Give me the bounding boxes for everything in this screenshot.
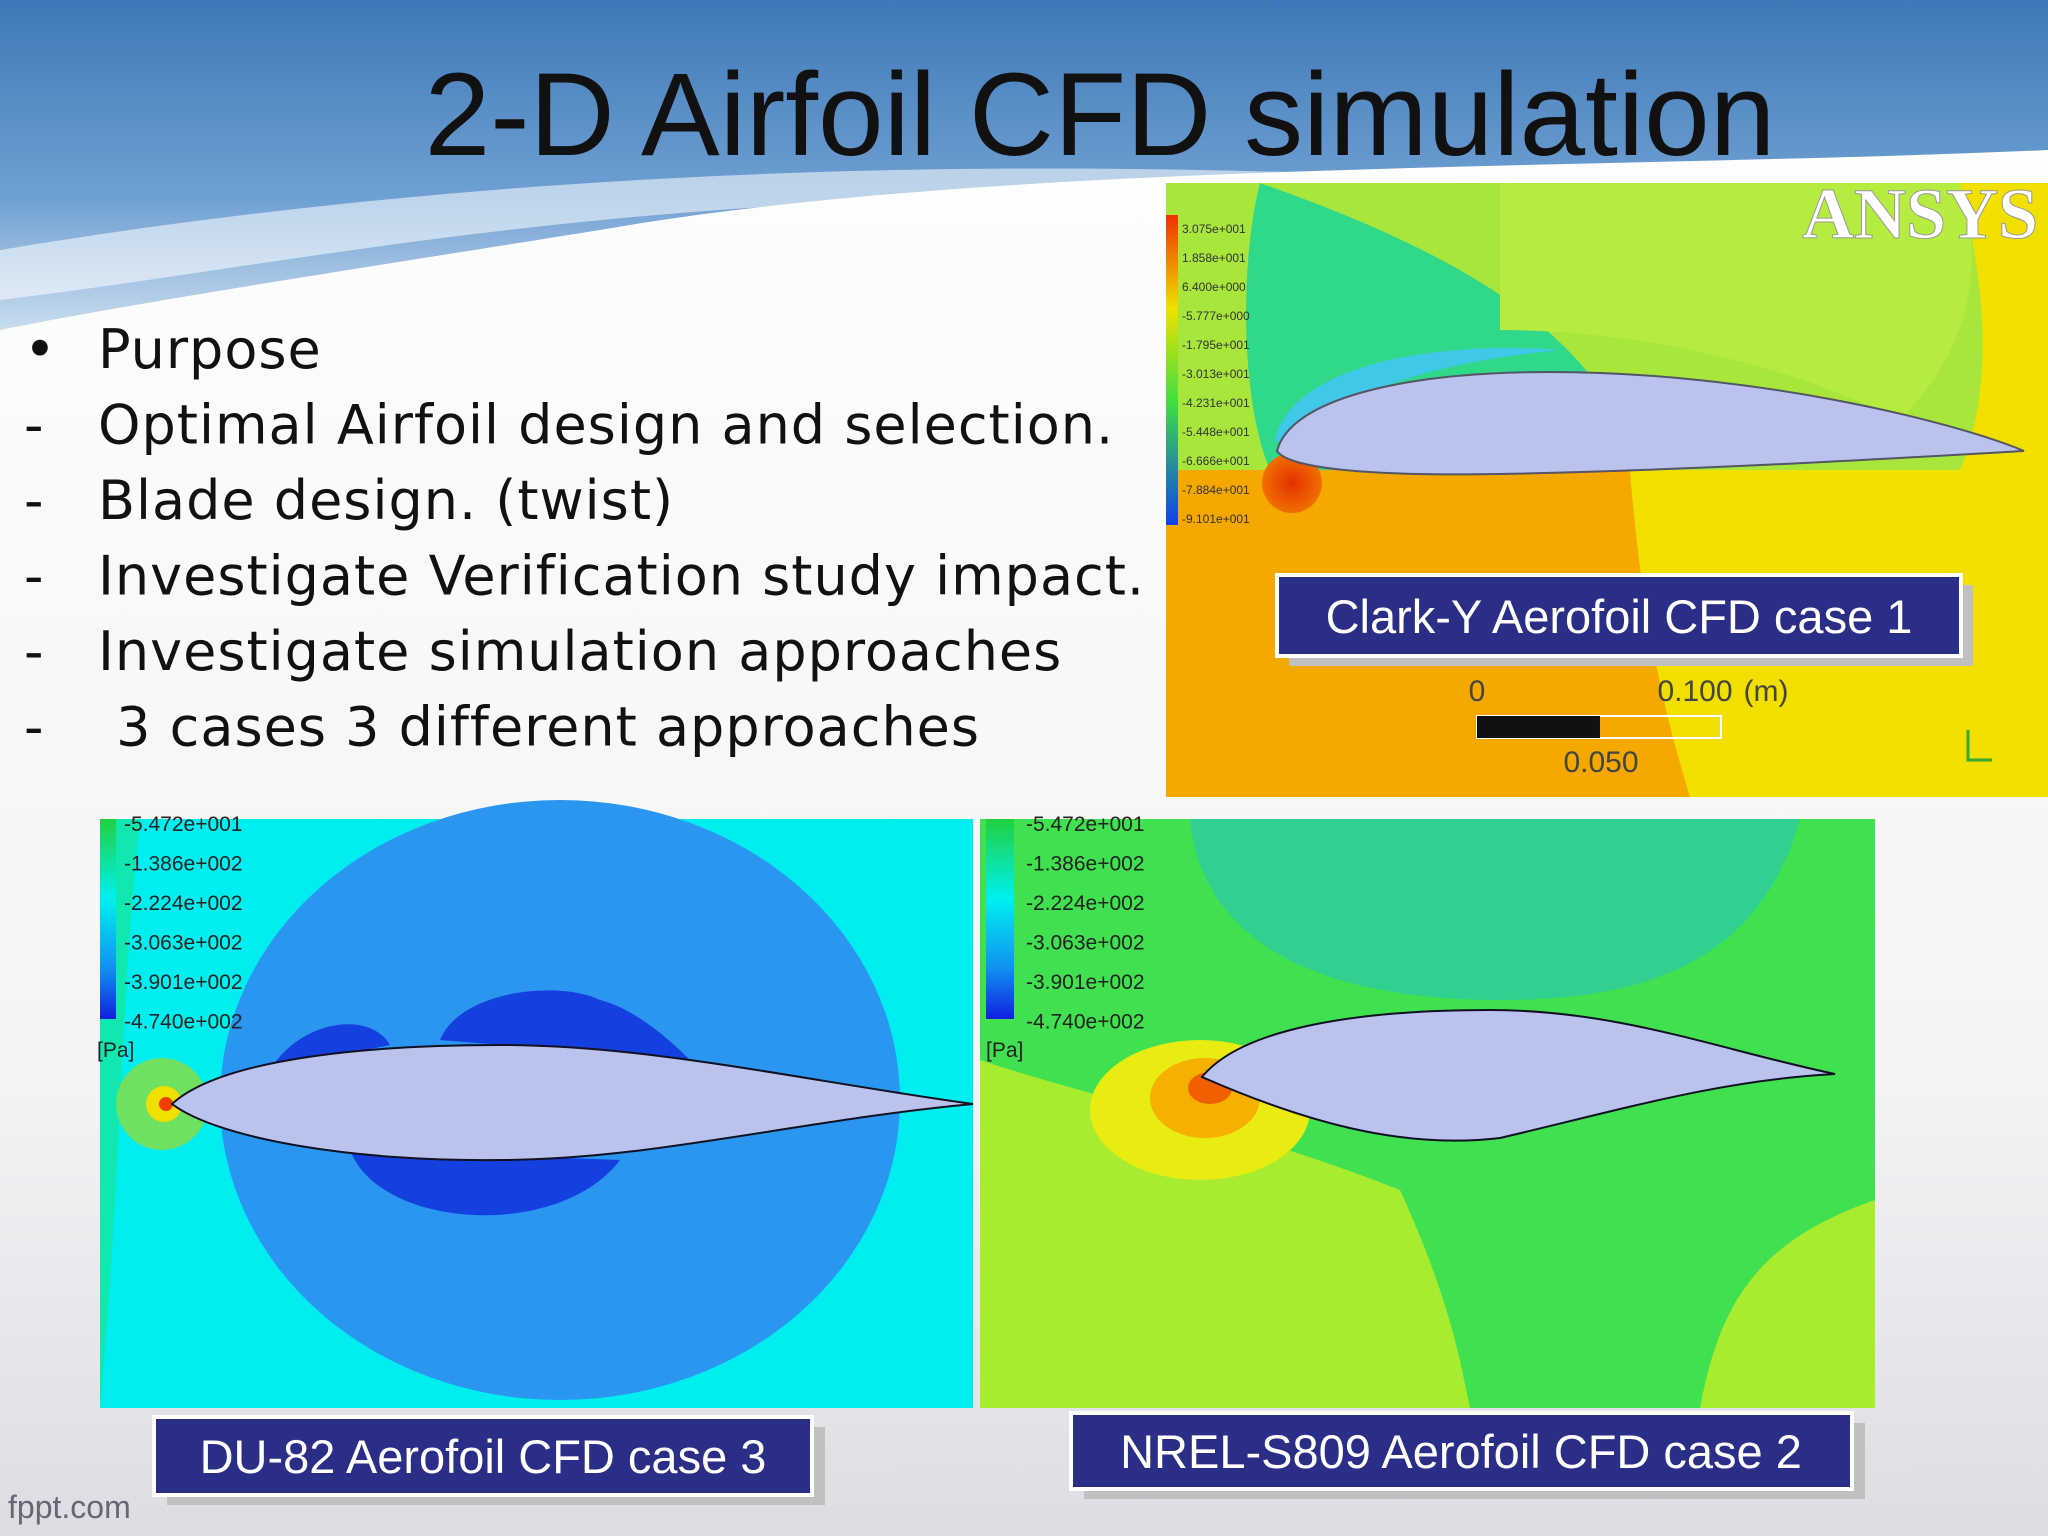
legend-label: -2.224e+002 — [124, 892, 243, 915]
stagnation-spot — [1262, 453, 1322, 513]
bullet-marker: - — [24, 696, 45, 759]
contour-band — [440, 990, 690, 1060]
legend-label: -6.666e+001 — [1182, 454, 1250, 468]
airfoil — [170, 1043, 974, 1162]
legend-label: -1.386e+002 — [124, 853, 243, 876]
bullet-marker: - — [24, 545, 45, 608]
scale-unit: (m) — [1744, 675, 1789, 708]
colorbar — [986, 819, 1014, 1019]
scale-start: 0 — [1469, 675, 1486, 708]
scale-mid: 0.050 — [1563, 746, 1638, 779]
caption-box — [1275, 573, 1963, 658]
legend-label: -3.901e+002 — [124, 971, 243, 994]
axis-triad — [1966, 730, 1992, 762]
legend-label: -5.472e+001 — [1026, 813, 1145, 836]
legend-label: 3.075e+001 — [1182, 222, 1246, 236]
legend-label: -1.386e+002 — [1026, 853, 1145, 876]
contour-band — [1190, 819, 1800, 1000]
nrel-contour: NREL-S809 Aerofoil CFD case 2 — [980, 819, 1875, 1499]
clark-y-contour: 0 0.100 (m) 0.050 ANSYS Clark-Y Aerofoil… — [1166, 174, 2048, 797]
stagnation-core — [159, 1097, 173, 1111]
scale-end: 0.100 — [1657, 675, 1732, 708]
colorbar — [1166, 215, 1178, 525]
bullet-text: 3 cases 3 different approaches — [98, 696, 980, 759]
ansys-logo: ANSYS — [1802, 174, 2038, 254]
airfoil — [1200, 1008, 1836, 1142]
legend-unit: [Pa] — [97, 1039, 134, 1062]
slide-title: 2-D Airfoil CFD simulation — [425, 49, 1776, 181]
legend-label: 6.400e+000 — [1182, 280, 1246, 294]
legend-label: 1.858e+001 — [1182, 251, 1246, 265]
swoosh-highlight — [0, 168, 2048, 300]
legend-label: -5.448e+001 — [1182, 425, 1250, 439]
legend-label: -3.063e+002 — [124, 932, 243, 955]
caption: Clark-Y Aerofoil CFD case 1 — [1326, 590, 1913, 643]
contour-band — [1275, 348, 1560, 450]
legend-label: -3.901e+002 — [1026, 971, 1145, 994]
bullet-marker: - — [24, 620, 45, 683]
contour-band — [980, 1060, 1470, 1408]
caption: NREL-S809 Aerofoil CFD case 2 — [1120, 1425, 1802, 1478]
legend-label: -7.884e+001 — [1182, 483, 1250, 497]
contour-band — [1500, 183, 1972, 420]
legend-unit: [Pa] — [986, 1039, 1023, 1062]
bullet-text: Blade design. (twist) — [98, 469, 674, 532]
bullet-text: Purpose — [98, 318, 322, 381]
legend-label: -4.231e+001 — [1182, 396, 1250, 410]
legend-label: -2.224e+002 — [1026, 892, 1145, 915]
bullet-text: Investigate Verification study impact. — [98, 545, 1145, 608]
contour-band — [1700, 1200, 1875, 1408]
bullet-marker: - — [24, 394, 45, 457]
bullet-marker: • — [24, 318, 57, 381]
caption-box — [152, 1415, 814, 1497]
legend-label: -5.777e+000 — [1182, 309, 1250, 323]
legend-label: -3.013e+001 — [1182, 367, 1250, 381]
header-swoosh — [0, 0, 2048, 330]
bullet-marker: - — [24, 469, 45, 532]
legend-label: -4.740e+002 — [124, 1011, 243, 1034]
caption-box — [1069, 1411, 1854, 1491]
colorbar — [100, 819, 116, 1019]
legend-label: -4.740e+002 — [1026, 1011, 1145, 1034]
airfoil — [1275, 370, 2025, 476]
du82-contour: DU-82 Aerofoil CFD case 3 — [100, 800, 974, 1505]
legend-label: -9.101e+001 — [1182, 512, 1250, 526]
legend-label: -3.063e+002 — [1026, 932, 1145, 955]
caption: DU-82 Aerofoil CFD case 3 — [200, 1430, 767, 1483]
scale-bar — [1477, 716, 1600, 738]
footer-brand: fppt.com — [8, 1489, 131, 1525]
contour-band — [350, 1150, 620, 1216]
bullet-text: Investigate simulation approaches — [98, 620, 1062, 683]
legend-label: -5.472e+001 — [124, 813, 243, 836]
bullet-text: Optimal Airfoil design and selection. — [98, 394, 1114, 457]
legend-label: -1.795e+001 — [1182, 338, 1250, 352]
